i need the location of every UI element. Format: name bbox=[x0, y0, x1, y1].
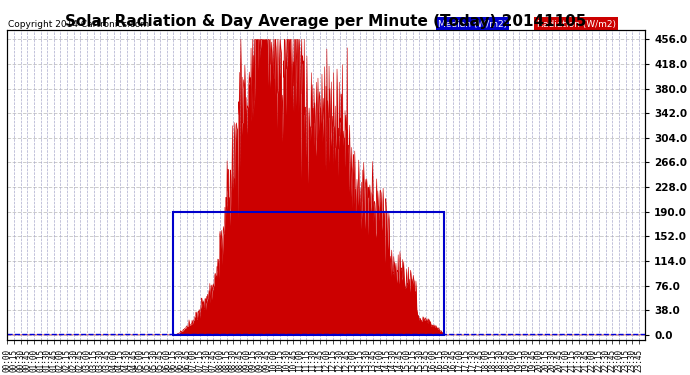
Text: Radiation (W/m2): Radiation (W/m2) bbox=[537, 20, 615, 28]
Title: Solar Radiation & Day Average per Minute (Today) 20141105: Solar Radiation & Day Average per Minute… bbox=[66, 14, 587, 29]
Bar bbox=[173, 212, 444, 335]
Text: Copyright 2014 Cartronics.com: Copyright 2014 Cartronics.com bbox=[8, 20, 149, 28]
Text: Median (W/m2): Median (W/m2) bbox=[437, 20, 507, 28]
